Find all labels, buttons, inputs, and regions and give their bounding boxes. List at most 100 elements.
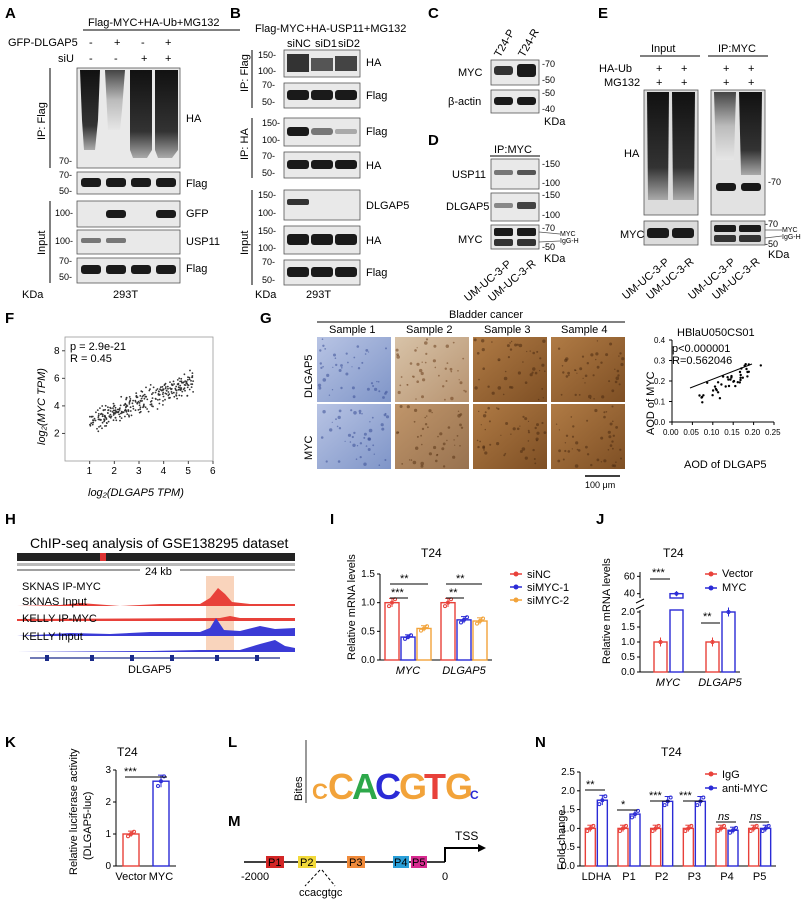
ihc-nucleus [491,341,493,343]
blot-e-smear [714,92,736,160]
ihc-nucleus [385,347,387,350]
data-point [129,832,133,836]
ihc-nucleus [357,367,361,370]
ihc-nucleus [496,407,498,409]
plot-g-title: HBlaU050CS01 [677,327,755,339]
ihc-nucleus [609,444,613,447]
plot-g-point [746,375,749,378]
plot-f-point [140,397,143,400]
panel-a-marker: 100- [55,236,73,246]
blot-band [311,58,333,71]
plot-f-point [149,384,152,386]
plot-f-point [176,379,179,381]
plot-f-point [129,406,132,409]
ihc-nucleus [534,426,537,430]
panel-f: F 1 2 3 4 5 6 2 4 6 8 p = 2.9e-21 R = 0.45 log₂(M… [5,310,216,499]
plot-f-point [138,411,141,414]
promoter-box-p3 [347,856,365,868]
ihc-nucleus [414,408,418,412]
ytick-label: 3 [105,765,111,776]
data-point [597,802,602,807]
plot-f-point [188,378,191,381]
blot-band [131,265,151,274]
plot-g-ytick-label: 0.1 [654,398,666,407]
blot-band [156,265,176,274]
plot-g-point [713,385,717,388]
ihc-nucleus [335,363,338,367]
plot-f-point [89,415,91,418]
ihc-nucleus [352,395,356,399]
plot-g-point [714,387,718,391]
panel-c-band-label: MYC [458,67,483,79]
plot-f-point [115,411,117,414]
panel-k: K T24 Relative luciferase activity (DLGA… [5,734,176,883]
panel-a-marker: 50- [59,186,72,196]
tss-arrowhead [478,844,486,852]
panel-b-marker: 100- [258,208,276,218]
plot-f-point [158,398,161,401]
ihc-nucleus [570,416,573,418]
ihc-nucleus [593,398,595,400]
blot-band [287,199,309,205]
ihc-nucleus [442,385,445,388]
motif-letter: C [375,766,401,807]
ihc-nucleus [503,454,506,457]
plot-f-point [146,398,149,401]
ihc-nucleus [345,352,348,355]
data-point [674,591,679,596]
category-label: P2 [655,871,668,883]
ihc-nucleus [491,391,495,395]
promoter-end: 0 [442,871,448,883]
plot-f-point [138,402,141,404]
ihc-nucleus [457,370,459,372]
panel-b-ip-label: IP: Flag [239,54,251,92]
ihc-nucleus [421,395,424,399]
ihc-nucleus [527,429,530,432]
ihc-nucleus [399,405,403,408]
category-label: DLGAP5 [442,665,486,677]
binding-site-sequence: ccacgtgc [299,887,343,899]
plot-f-point [174,387,177,390]
ihc-nucleus [596,458,600,462]
panel-g-row: MYC [303,436,315,461]
ihc-nucleus [574,464,579,468]
ihc-nucleus [557,347,561,350]
ihc-nucleus [434,366,437,369]
blot-band [311,160,333,169]
ihc-nucleus [479,440,481,443]
ihc-nucleus [358,409,362,413]
plot-f-stat: R = 0.45 [70,353,112,365]
panel-d-band-label: USP11 [452,169,486,181]
ihc-nucleus [484,428,486,431]
ihc-nucleus [603,411,606,414]
panel-e-group: Input [651,43,675,55]
plot-f-xtick-label: 2 [111,466,117,477]
plot-f-point [150,403,153,406]
plot-g-ytick-label: 0.2 [654,377,666,386]
ihc-nucleus [585,445,588,449]
ihc-nucleus [450,396,454,401]
ihc-nucleus [395,348,399,352]
bar [649,827,662,867]
ihc-nucleus [359,412,361,415]
ihc-nucleus [482,367,486,371]
plot-f-point [92,421,95,424]
ytick-label: 0 [105,861,111,872]
ihc-nucleus [534,371,538,375]
data-point [701,795,706,800]
plot-f-point [132,399,135,402]
ytick-label: 0.5 [361,626,375,637]
ihc-nucleus [605,353,609,357]
ihc-nucleus [344,440,346,442]
panel-g-title: Bladder cancer [449,309,523,321]
bar [759,827,772,867]
ihc-nucleus [336,425,339,428]
panel-b-band-label: Flag [366,90,387,102]
ihc-nucleus [435,459,438,463]
ihc-nucleus [377,381,380,383]
plot-f-point [101,405,104,407]
motif-letter: G [445,766,473,807]
motif-ylabel: Bites [293,776,305,801]
chip-track-kelly-ip [17,618,295,636]
plot-n-legend [705,771,717,791]
